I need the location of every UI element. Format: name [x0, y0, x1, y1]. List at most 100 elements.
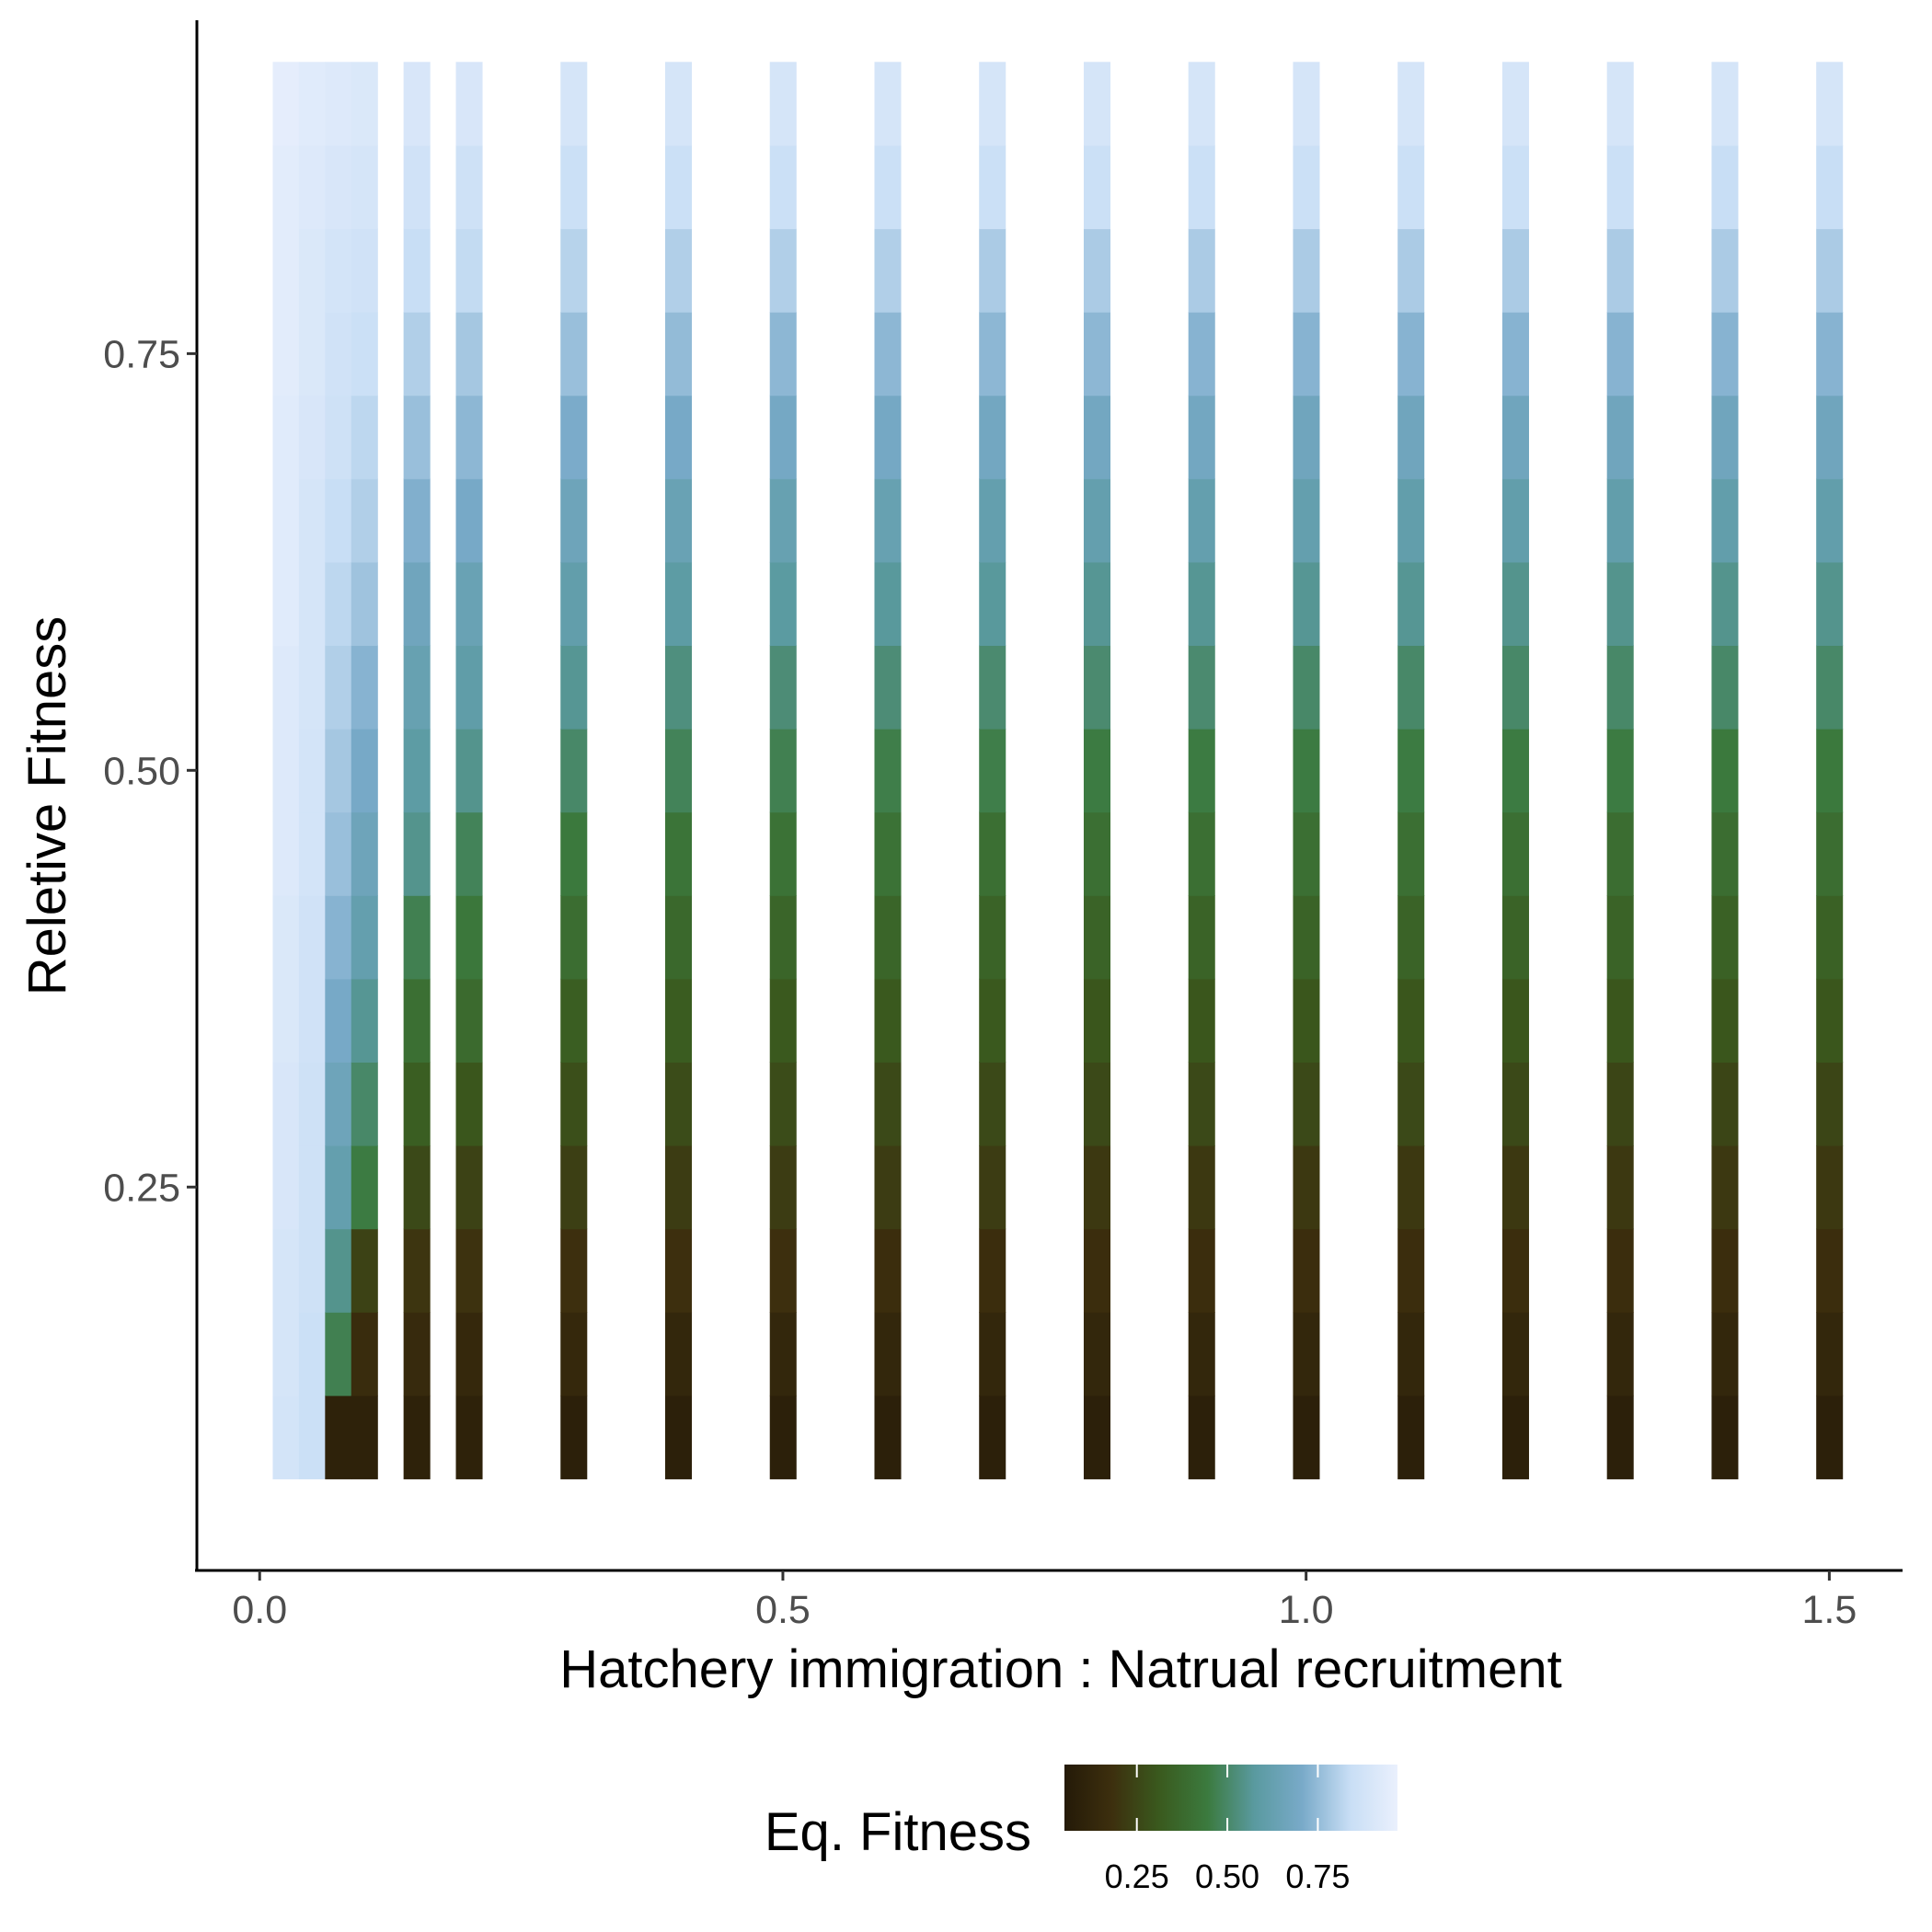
- heatmap-cell: [874, 395, 902, 479]
- heatmap-cell: [1293, 62, 1320, 146]
- heatmap-cell: [298, 978, 326, 1063]
- heatmap-cell: [769, 62, 797, 146]
- heatmap-cell: [1606, 645, 1634, 730]
- heatmap-cell: [1606, 1144, 1634, 1230]
- heatmap-cell: [403, 62, 431, 146]
- heatmap-cell: [272, 228, 300, 313]
- heatmap-cell: [560, 1062, 588, 1146]
- heatmap-cell: [298, 228, 326, 313]
- heatmap-cell: [403, 1395, 431, 1479]
- heatmap-cell: [325, 228, 352, 313]
- heatmap-cell: [1293, 1312, 1320, 1397]
- x-axis-title: Hatchery immigration : Natrual recruitme…: [559, 1639, 1561, 1699]
- heatmap-cell: [403, 811, 431, 896]
- heatmap-cell: [665, 144, 693, 230]
- heatmap-cell: [665, 645, 693, 730]
- heatmap-cell: [403, 228, 431, 313]
- heatmap-cell: [325, 729, 352, 813]
- heatmap-cell: [272, 729, 300, 813]
- heatmap-cell: [1188, 729, 1215, 813]
- heatmap-cell: [1083, 645, 1111, 730]
- heatmap-cell: [1816, 1144, 1844, 1230]
- heatmap-cell: [560, 811, 588, 896]
- legend-tick-label: 0.25: [1105, 1857, 1169, 1895]
- heatmap-cell: [1397, 978, 1425, 1063]
- heatmap-cell: [874, 62, 902, 146]
- heatmap-cell: [272, 478, 300, 563]
- y-tick-label: 0.50: [103, 749, 180, 793]
- heatmap-cell: [325, 1312, 352, 1397]
- heatmap-cell: [272, 62, 300, 146]
- axes: [195, 20, 1903, 1572]
- heatmap-cell: [560, 478, 588, 563]
- heatmap-cell: [1083, 478, 1111, 563]
- heatmap-cell: [1606, 1395, 1634, 1479]
- heatmap-cell: [1816, 1062, 1844, 1146]
- heatmap-cell: [1711, 228, 1739, 313]
- heatmap-cell: [1816, 645, 1844, 730]
- heatmap-cell: [1293, 1144, 1320, 1230]
- heatmap-cell: [1606, 1312, 1634, 1397]
- heatmap-cell: [560, 561, 588, 647]
- heatmap-cell: [1606, 978, 1634, 1063]
- heatmap-cell: [272, 144, 300, 230]
- heatmap-cell: [1397, 395, 1425, 479]
- y-tick-label: 0.75: [103, 332, 180, 376]
- heatmap-cell: [1188, 144, 1215, 230]
- heatmap-cell: [1711, 1062, 1739, 1146]
- heatmap-cell: [1083, 1395, 1111, 1479]
- heatmap-cell: [1293, 478, 1320, 563]
- heatmap-cell: [1501, 62, 1529, 146]
- heatmap-cell: [979, 478, 1006, 563]
- heatmap-cell: [351, 895, 378, 980]
- heatmap-cell: [1293, 645, 1320, 730]
- heatmap-cell: [1397, 1144, 1425, 1230]
- heatmap-cell: [298, 729, 326, 813]
- heatmap-cell: [1606, 395, 1634, 479]
- legend-ticks: 0.25 0.50 0.75: [1105, 1765, 1350, 1895]
- heatmap-cell: [1711, 561, 1739, 647]
- heatmap-cell: [874, 1395, 902, 1479]
- heatmap-cell: [1711, 1395, 1739, 1479]
- heatmap-cell: [874, 478, 902, 563]
- heatmap-cell: [455, 811, 483, 896]
- heatmap-cell: [1711, 811, 1739, 896]
- heatmap-cell: [272, 1062, 300, 1146]
- heatmap-cell: [1501, 978, 1529, 1063]
- heatmap-cell: [351, 1228, 378, 1313]
- heatmap-cell: [874, 729, 902, 813]
- heatmap-cell: [979, 1395, 1006, 1479]
- heatmap-cell: [351, 312, 378, 397]
- heatmap-cell: [1083, 1228, 1111, 1313]
- heatmap-cell: [1188, 395, 1215, 479]
- heatmap-cell: [272, 1144, 300, 1230]
- heatmap-cell: [351, 1144, 378, 1230]
- heatmap-cell: [1293, 895, 1320, 980]
- heatmap-cell: [1083, 62, 1111, 146]
- heatmap-cell: [1293, 1062, 1320, 1146]
- heatmap-cell: [1188, 978, 1215, 1063]
- heatmap-cell: [1397, 811, 1425, 896]
- heatmap-cell: [560, 645, 588, 730]
- heatmap-cell: [1083, 895, 1111, 980]
- y-tick-label: 0.25: [103, 1166, 180, 1210]
- heatmap-cell: [665, 978, 693, 1063]
- heatmap-cell: [874, 144, 902, 230]
- heatmap-cell: [455, 228, 483, 313]
- heatmap-cell: [1606, 228, 1634, 313]
- heatmap-cell: [769, 1395, 797, 1479]
- heatmap-cell: [1501, 1312, 1529, 1397]
- heatmap-cell: [1711, 895, 1739, 980]
- heatmap-cell: [272, 312, 300, 397]
- heatmap-cell: [455, 895, 483, 980]
- heatmap-cell: [560, 729, 588, 813]
- heatmap-cell: [979, 1144, 1006, 1230]
- heatmap-cell: [769, 895, 797, 980]
- heatmap-cell: [272, 1312, 300, 1397]
- heatmap-cell: [1816, 1228, 1844, 1313]
- heatmap-cell: [351, 478, 378, 563]
- heatmap-cell: [1501, 729, 1529, 813]
- heatmap-cell: [272, 1395, 300, 1479]
- heatmap-cell: [560, 1312, 588, 1397]
- heatmap-cell: [403, 1144, 431, 1230]
